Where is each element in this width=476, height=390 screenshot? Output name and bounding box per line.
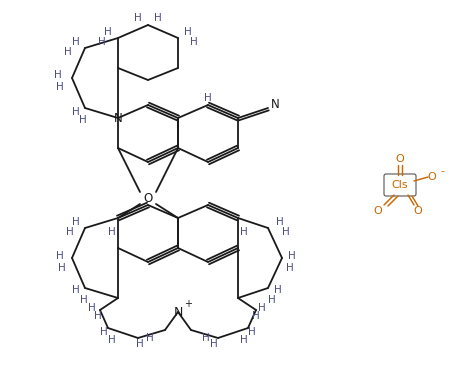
Text: O: O bbox=[414, 206, 422, 216]
Text: H: H bbox=[204, 93, 212, 103]
Text: H: H bbox=[274, 285, 282, 295]
Text: H: H bbox=[66, 227, 74, 237]
Text: H: H bbox=[184, 27, 192, 37]
Text: N: N bbox=[271, 98, 279, 110]
Text: H: H bbox=[108, 335, 116, 345]
Text: H: H bbox=[58, 263, 66, 273]
Text: H: H bbox=[80, 295, 88, 305]
Text: H: H bbox=[88, 303, 96, 313]
Text: H: H bbox=[72, 37, 80, 47]
Text: H: H bbox=[54, 70, 62, 80]
Text: H: H bbox=[146, 333, 154, 343]
Text: H: H bbox=[134, 13, 142, 23]
Text: H: H bbox=[240, 335, 248, 345]
Text: H: H bbox=[64, 47, 72, 57]
Text: H: H bbox=[56, 251, 64, 261]
Text: H: H bbox=[136, 339, 144, 349]
Text: H: H bbox=[154, 13, 162, 23]
Text: O: O bbox=[427, 172, 436, 182]
Text: H: H bbox=[268, 295, 276, 305]
Text: H: H bbox=[72, 107, 80, 117]
Text: H: H bbox=[282, 227, 290, 237]
Text: O: O bbox=[143, 191, 153, 204]
Text: H: H bbox=[288, 251, 296, 261]
Text: -: - bbox=[440, 166, 444, 176]
FancyBboxPatch shape bbox=[384, 174, 416, 196]
Text: H: H bbox=[210, 339, 218, 349]
Text: H: H bbox=[240, 227, 248, 237]
Text: O: O bbox=[374, 206, 382, 216]
Text: H: H bbox=[252, 311, 260, 321]
Text: H: H bbox=[79, 115, 87, 125]
Text: H: H bbox=[72, 285, 80, 295]
Text: Cls: Cls bbox=[392, 180, 408, 190]
Text: H: H bbox=[98, 37, 106, 47]
Text: H: H bbox=[258, 303, 266, 313]
Text: N: N bbox=[114, 112, 122, 124]
Text: H: H bbox=[108, 227, 116, 237]
Text: O: O bbox=[396, 154, 405, 164]
Text: H: H bbox=[104, 27, 112, 37]
Text: H: H bbox=[56, 82, 64, 92]
Text: +: + bbox=[184, 299, 192, 309]
Text: H: H bbox=[202, 333, 210, 343]
Text: H: H bbox=[276, 217, 284, 227]
Text: H: H bbox=[94, 311, 102, 321]
Text: H: H bbox=[286, 263, 294, 273]
Text: H: H bbox=[100, 327, 108, 337]
Text: H: H bbox=[72, 217, 80, 227]
Text: N: N bbox=[173, 305, 183, 319]
Text: H: H bbox=[190, 37, 198, 47]
Text: H: H bbox=[248, 327, 256, 337]
